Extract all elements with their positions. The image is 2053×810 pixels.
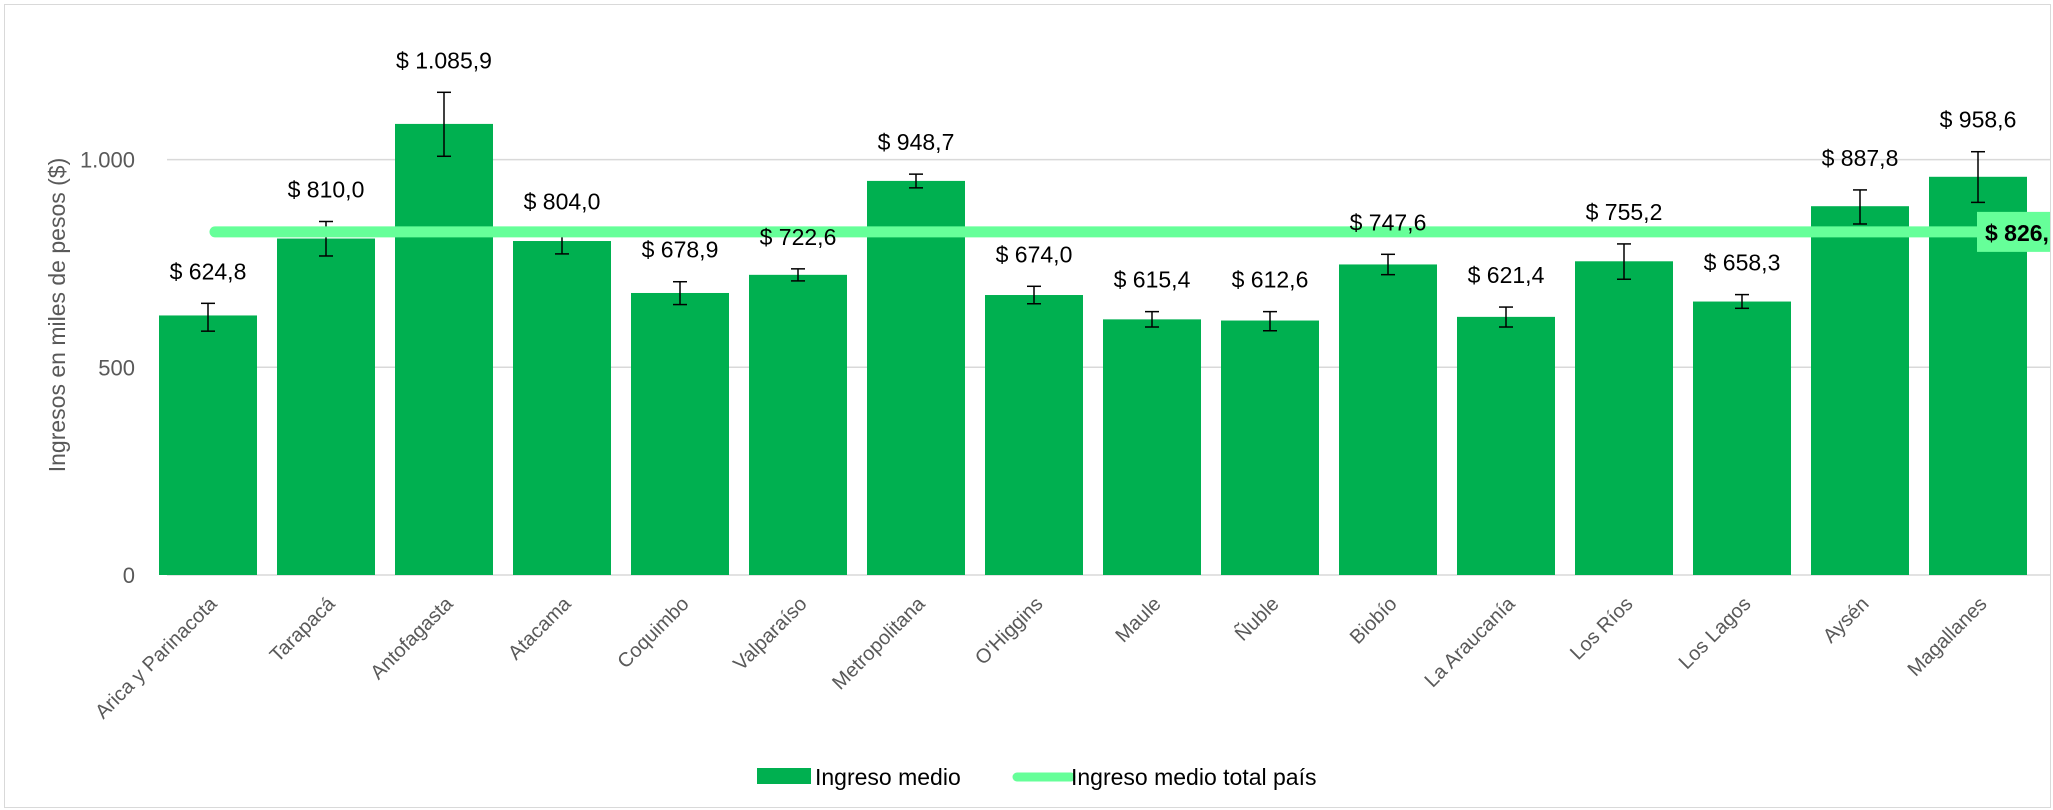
x-tick-label: Tarapacá	[266, 592, 340, 666]
x-tick-label: O'Higgins	[971, 593, 1047, 669]
data-label: $ 887,8	[1822, 145, 1899, 171]
data-label: $ 615,4	[1114, 267, 1191, 293]
error-bar	[437, 91, 451, 158]
x-tick-label: Los Ríos	[1566, 593, 1637, 664]
bar	[631, 292, 729, 575]
x-tick-label: La Araucanía	[1421, 592, 1521, 692]
x-axis-ticks: Arica y Parinacota Tarapacá Antofagasta Ata…	[91, 592, 1991, 724]
bar	[395, 123, 493, 575]
bar-chart: 0 500 1.000 Ingresos en miles de pesos ($)…	[44, 47, 2050, 790]
legend-swatch-bar	[757, 768, 811, 784]
bar	[1457, 316, 1555, 575]
bars	[159, 123, 2027, 576]
legend-item-bar: Ingreso medio	[757, 764, 961, 790]
data-label: $ 948,7	[878, 129, 955, 155]
bar	[513, 241, 611, 575]
legend-label: Ingreso medio	[815, 764, 961, 790]
legend: Ingreso medio Ingreso medio total país	[757, 764, 1316, 790]
bar	[1221, 320, 1319, 575]
legend-label: Ingreso medio total país	[1071, 764, 1316, 790]
bar	[159, 315, 257, 575]
data-label: $ 755,2	[1586, 199, 1663, 225]
x-tick-label: Los Lagos	[1675, 593, 1756, 674]
error-bar	[1735, 293, 1749, 310]
data-label: $ 658,3	[1704, 250, 1781, 276]
data-label: $ 804,0	[524, 189, 601, 215]
legend-item-line: Ingreso medio total país	[1012, 764, 1316, 790]
x-tick-label: Aysén	[1819, 593, 1874, 648]
data-label: $ 624,8	[170, 258, 247, 284]
data-labels: $ 624,8 $ 810,0 $ 1.085,9 $ 804,0 $ 678,9 $ 7…	[170, 47, 2017, 292]
bar	[1575, 261, 1673, 575]
y-axis-title: Ingresos en miles de pesos ($)	[44, 158, 70, 473]
error-bar	[1853, 189, 1867, 225]
data-label: $ 621,4	[1468, 262, 1545, 288]
chart-area: 0 500 1.000 Ingresos en miles de pesos ($)…	[4, 4, 2051, 808]
data-label: $ 612,6	[1232, 267, 1309, 293]
error-bar	[201, 302, 215, 332]
reference-line-group: $ 826,	[209, 211, 2050, 252]
data-label: $ 810,0	[288, 176, 365, 202]
bar	[1693, 301, 1791, 575]
x-tick-label: Atacama	[504, 592, 576, 664]
x-tick-label: Biobío	[1346, 593, 1402, 649]
reference-label-box	[1977, 211, 2050, 252]
error-bar	[791, 268, 805, 282]
x-tick-label: Magallanes	[1904, 593, 1992, 681]
x-tick-label: Valparaíso	[729, 593, 811, 675]
bar	[985, 295, 1083, 575]
bar	[1339, 264, 1437, 575]
x-tick-label: Arica y Parinacota	[91, 592, 222, 723]
x-tick-label: Maule	[1111, 593, 1165, 647]
bar	[749, 274, 847, 575]
error-bar	[1617, 243, 1631, 280]
bar	[277, 238, 375, 575]
data-label: $ 747,6	[1350, 209, 1427, 235]
reference-label: $ 826,	[1985, 220, 2049, 246]
x-tick-label: Antofagasta	[366, 592, 458, 684]
x-tick-label: Coquimbo	[614, 593, 694, 673]
error-bar	[1027, 285, 1041, 305]
y-axis-ticks: 0 500 1.000	[80, 148, 135, 588]
y-tick-label: 1.000	[80, 148, 135, 173]
error-bar	[1971, 150, 1985, 204]
error-bar	[909, 173, 923, 189]
data-label: $ 722,6	[760, 224, 837, 250]
data-label: $ 678,9	[642, 237, 719, 263]
y-tick-label: 500	[98, 355, 135, 380]
error-bars	[201, 91, 1985, 332]
error-bar	[1263, 310, 1277, 332]
error-bar	[1145, 310, 1159, 328]
x-tick-label: Ñuble	[1230, 592, 1284, 646]
error-bar	[1381, 253, 1395, 276]
bar	[1811, 206, 1909, 575]
error-bar	[1499, 306, 1513, 328]
data-label: $ 674,0	[996, 241, 1073, 267]
bar	[867, 180, 965, 575]
data-label: $ 1.085,9	[396, 47, 492, 73]
y-tick-label: 0	[123, 563, 135, 588]
x-tick-label: Metropolitana	[828, 592, 930, 694]
data-label: $ 958,6	[1940, 107, 2017, 133]
error-bar	[673, 280, 687, 306]
bar	[1103, 319, 1201, 575]
